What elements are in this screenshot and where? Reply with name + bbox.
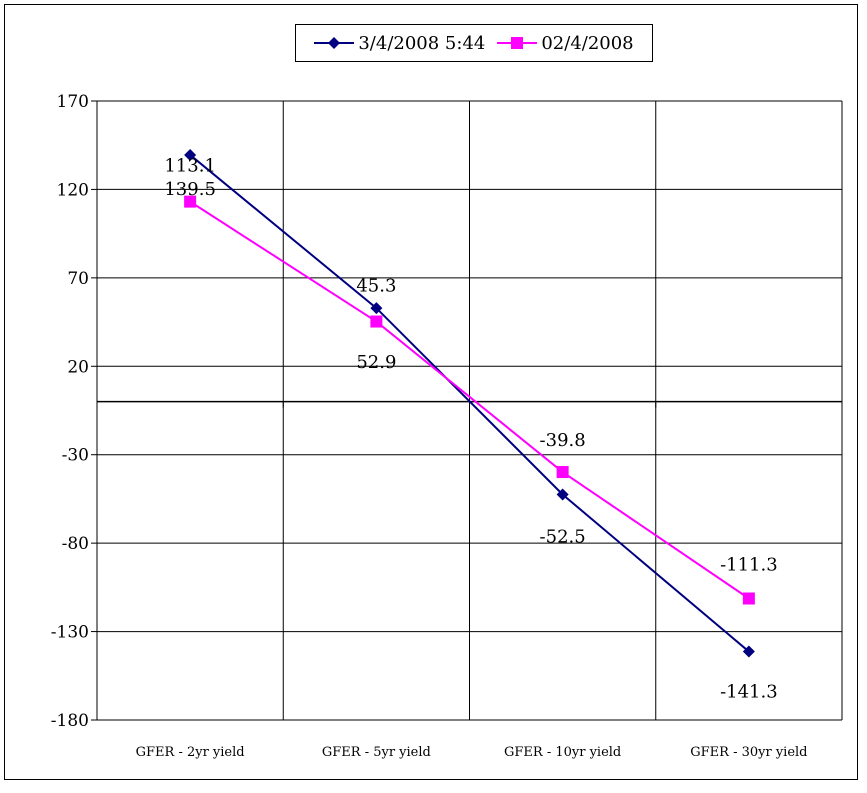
legend-swatch-diamond [314, 37, 355, 49]
y-tick-label: -130 [51, 623, 89, 643]
y-tick-label: 70 [67, 269, 89, 289]
data-point-diamond [370, 302, 383, 315]
legend-item-series-0: 3/4/2008 5:44 [314, 33, 485, 54]
data-point-square [370, 315, 383, 328]
data-label: 45.3 [356, 276, 396, 297]
legend: 3/4/2008 5:44 02/4/2008 [295, 24, 653, 62]
legend-label-series-1: 02/4/2008 [541, 32, 634, 54]
data-point-diamond [184, 148, 197, 161]
data-label: 113.1 [164, 156, 216, 177]
data-point-diamond [742, 645, 755, 658]
data-label: -111.3 [720, 554, 778, 575]
series-line-1 [189, 200, 750, 600]
line-chart: 170 120 70 20 -30 -80 -130 -180 GFER - 2yr yield… [51, 92, 843, 760]
data-label: -52.5 [540, 527, 586, 548]
data-label: -141.3 [720, 682, 778, 703]
data-point-diamond [556, 488, 569, 501]
y-tick-label: 20 [67, 357, 89, 377]
data-point-square [184, 195, 197, 208]
x-category-label: GFER - 5yr yield [322, 745, 431, 760]
chart-frame: 170 120 70 20 -30 -80 -130 -180 GFER - 2yr yield… [4, 4, 858, 780]
x-category-label: GFER - 2yr yield [136, 745, 245, 760]
legend-swatch-square [497, 37, 538, 49]
y-tick-label: 170 [57, 92, 89, 112]
y-tick-label: 120 [57, 180, 89, 200]
x-category-label: GFER - 30yr yield [690, 745, 807, 760]
data-label: -39.8 [540, 430, 586, 451]
x-category-label: GFER - 10yr yield [504, 745, 621, 760]
data-point-square [742, 592, 755, 605]
legend-label-series-0: 3/4/2008 5:44 [358, 32, 486, 54]
y-tick-label: -180 [51, 711, 89, 731]
series-line-0 [189, 154, 750, 653]
data-label: 139.5 [164, 179, 216, 200]
y-tick-label: -80 [62, 534, 89, 554]
y-tick-label: -30 [62, 446, 89, 466]
data-label: 52.9 [356, 352, 396, 373]
legend-item-series-1: 02/4/2008 [497, 32, 634, 54]
data-point-square [556, 466, 569, 479]
